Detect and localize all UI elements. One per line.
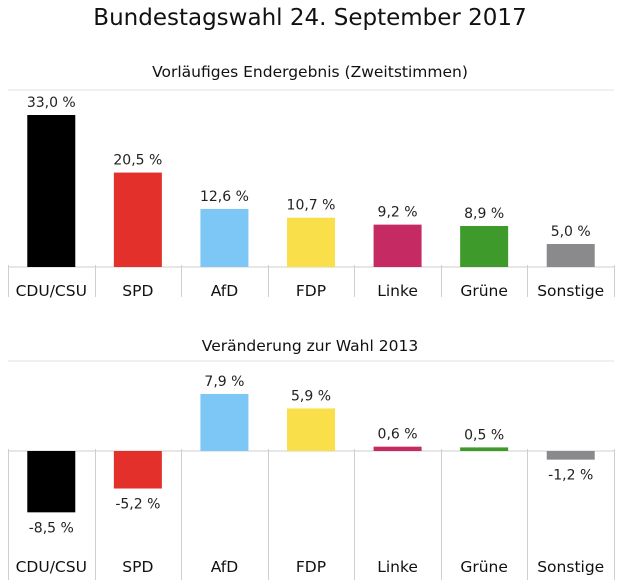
value-label-sonstige: 5,0 % bbox=[551, 224, 591, 240]
bar-cdu-csu bbox=[27, 115, 76, 267]
panel-title: Veränderung zur Wahl 2013 bbox=[202, 337, 418, 355]
value-label-cdu-csu: 33,0 % bbox=[27, 95, 76, 111]
bar-linke bbox=[373, 224, 422, 267]
category-label-gruene: Grüne bbox=[460, 282, 508, 300]
category-label-linke: Linke bbox=[377, 558, 418, 576]
category-label-gruene: Grüne bbox=[460, 558, 508, 576]
category-label-fdp: FDP bbox=[296, 282, 326, 300]
value-label-spd: -5,2 % bbox=[115, 497, 160, 513]
category-label-linke: Linke bbox=[377, 282, 418, 300]
bar-sonstige bbox=[546, 243, 595, 267]
value-label-linke: 9,2 % bbox=[378, 205, 418, 221]
value-label-gruene: 0,5 % bbox=[464, 427, 504, 443]
bar-gruene bbox=[460, 226, 509, 267]
category-label-fdp: FDP bbox=[296, 558, 326, 576]
value-label-sonstige: -1,2 % bbox=[548, 468, 593, 484]
bar-linke bbox=[373, 446, 422, 451]
value-label-afd: 12,6 % bbox=[200, 189, 249, 205]
value-label-gruene: 8,9 % bbox=[464, 206, 504, 222]
category-label-sonstige: Sonstige bbox=[537, 558, 604, 576]
bar-afd bbox=[200, 208, 249, 267]
bar-cdu-csu bbox=[27, 451, 76, 513]
value-label-fdp: 5,9 % bbox=[291, 388, 331, 404]
category-label-sonstige: Sonstige bbox=[537, 282, 604, 300]
value-label-afd: 7,9 % bbox=[204, 374, 244, 390]
value-label-linke: 0,6 % bbox=[378, 427, 418, 443]
category-label-afd: AfD bbox=[211, 282, 239, 300]
value-label-fdp: 10,7 % bbox=[287, 198, 336, 214]
bar-fdp bbox=[287, 408, 335, 451]
category-label-spd: SPD bbox=[122, 282, 153, 300]
panel-title: Vorläufiges Endergebnis (Zweitstimmen) bbox=[152, 63, 468, 81]
bar-sonstige bbox=[546, 451, 595, 460]
category-label-afd: AfD bbox=[211, 558, 239, 576]
category-label-cdu-csu: CDU/CSU bbox=[16, 558, 87, 576]
value-label-cdu-csu: -8,5 % bbox=[29, 520, 74, 536]
chart-main-title: Bundestagswahl 24. September 2017 bbox=[93, 5, 527, 31]
value-label-spd: 20,5 % bbox=[113, 153, 162, 169]
bar-gruene bbox=[460, 447, 509, 451]
category-label-spd: SPD bbox=[122, 558, 153, 576]
bar-spd bbox=[113, 451, 162, 489]
bar-fdp bbox=[287, 217, 335, 267]
bar-afd bbox=[200, 394, 249, 451]
category-label-cdu-csu: CDU/CSU bbox=[16, 282, 87, 300]
bar-spd bbox=[113, 172, 162, 267]
